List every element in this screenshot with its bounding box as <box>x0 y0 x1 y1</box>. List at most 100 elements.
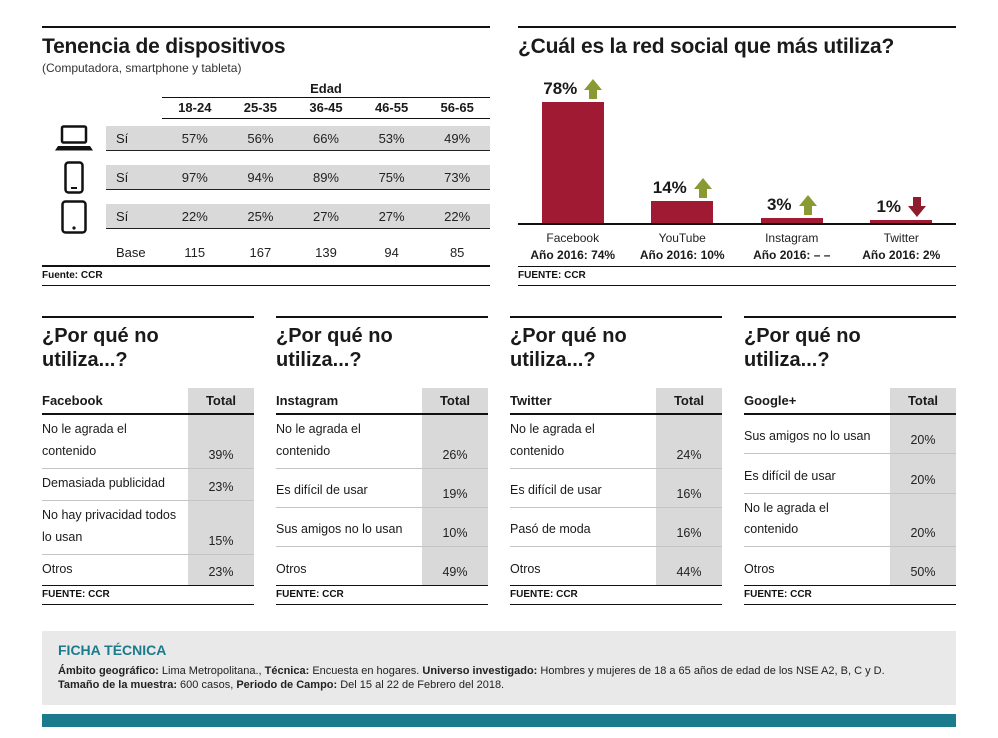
total-header: Total <box>890 388 956 414</box>
bar-caption: YouTube Año 2016: 10% <box>628 231 738 262</box>
trend-up-icon <box>584 79 603 100</box>
reason-label: No le agrada el contenido <box>42 422 127 459</box>
table-row: Otros 23% <box>42 553 254 586</box>
table-cell: 27% <box>378 208 405 224</box>
source-note: FUENTE: CCR <box>518 266 956 286</box>
ficha-label: Ámbito geográfico: <box>58 665 159 678</box>
smartphone-icon <box>42 161 106 194</box>
table-cell: 75% <box>378 169 405 185</box>
table-row: Pasó de moda 16% <box>510 507 722 547</box>
why-not-title: ¿Por qué no utiliza...? <box>42 325 254 372</box>
table-header: Facebook Total <box>42 388 254 416</box>
bar-percentage: 78% <box>543 79 578 99</box>
ficha-title: FICHA TÉCNICA <box>58 642 167 659</box>
ficha-text: Hombres y mujeres de 18 a 65 años de eda… <box>537 665 885 678</box>
bar-category-label: Twitter <box>883 231 919 245</box>
bar-caption: Facebook Año 2016: 74% <box>518 231 628 262</box>
bar <box>651 201 714 223</box>
bar-value-label: 3% <box>766 195 817 216</box>
why-not-twitter-section: ¿Por qué no utiliza...? Twitter Total No … <box>510 316 722 606</box>
age-col-header: 25-35 <box>243 100 278 115</box>
table-cell: 97% <box>181 169 208 185</box>
bar-percentage: 14% <box>652 178 687 198</box>
bar-group-youtube: 14% <box>628 178 738 223</box>
bar <box>760 218 823 223</box>
table-row: Es difícil de usar 16% <box>510 467 722 508</box>
reason-value: 20% <box>890 415 956 454</box>
table-row-tablet: Sí 22% 25% 27% 27% 22% <box>42 197 490 236</box>
source-note: FUENTE: CCR <box>276 585 488 606</box>
table-header: Twitter Total <box>510 388 722 416</box>
bar-category-label: Instagram <box>765 231 819 245</box>
ficha-tecnica-section: FICHA TÉCNICA Ámbito geográfico: Lima Me… <box>42 631 956 706</box>
reason-label: No le agrada el contenido <box>510 422 595 459</box>
table-cell: 22% <box>181 208 208 224</box>
source-note: FUENTE: CCR <box>744 585 956 606</box>
why-not-title: ¿Por qué no utiliza...? <box>744 325 956 372</box>
footer-accent-bar <box>42 714 956 728</box>
reason-label: Es difícil de usar <box>744 468 836 483</box>
base-label: Base <box>116 244 146 260</box>
table-row: Demasiada publicidad 23% <box>42 467 254 500</box>
bar-value-label: 78% <box>543 79 603 100</box>
table-cell: 53% <box>378 130 405 146</box>
reason-value: 50% <box>890 547 956 586</box>
reason-label: Es difícil de usar <box>276 483 368 498</box>
ficha-line-2: Tamaño de la muestra: 600 casos, Periodo… <box>58 679 940 691</box>
table-cell: 27% <box>312 208 339 224</box>
reason-label: No le agrada el contenido <box>276 422 361 459</box>
devices-title: Tenencia de dispositivos <box>42 35 286 58</box>
why-not-facebook-section: ¿Por qué no utiliza...? Facebook Total No… <box>42 316 254 606</box>
reason-label: Otros <box>276 561 307 576</box>
age-col-header: 36-45 <box>309 100 343 115</box>
table-cell: 49% <box>444 130 471 146</box>
bar-group-facebook: 78% <box>518 79 628 223</box>
reason-value: 49% <box>422 547 488 586</box>
bar <box>541 102 604 223</box>
total-header: Total <box>422 388 488 414</box>
table-cell: 22% <box>444 208 471 224</box>
why-not-row: ¿Por qué no utiliza...? Facebook Total No… <box>42 316 956 606</box>
title-line: ¿Por qué no <box>276 325 393 347</box>
reason-value: 23% <box>188 554 254 586</box>
bar-percentage: 3% <box>766 195 792 215</box>
age-col-header: 18-24 <box>178 100 212 115</box>
base-row: Base 115 167 139 94 85 <box>42 239 490 266</box>
reason-value: 10% <box>422 508 488 547</box>
row-label: Sí <box>116 208 129 224</box>
bar-category-label: YouTube <box>658 231 706 245</box>
table-cell: 25% <box>247 208 274 224</box>
table-row: Es difícil de usar 19% <box>276 467 488 508</box>
table-header: Google+ Total <box>744 388 956 416</box>
trend-up-icon <box>693 178 712 199</box>
why-not-title: ¿Por qué no utiliza...? <box>276 325 488 372</box>
reason-value: 26% <box>422 415 488 468</box>
title-line: utiliza...? <box>744 348 830 371</box>
age-axis-label: Edad <box>310 81 342 96</box>
table-body: No le agrada el contenido 26% Es difícil… <box>276 415 488 586</box>
table-row: Otros 49% <box>276 546 488 586</box>
previous-year-value: Año 2016: 2% <box>862 248 941 262</box>
title-line: utiliza...? <box>510 348 596 371</box>
table-row: Es difícil de usar 20% <box>744 453 956 493</box>
tablet-icon <box>42 199 106 234</box>
platform-name: Google+ <box>744 393 797 409</box>
reason-value: 20% <box>890 493 956 547</box>
table-body: No le agrada el contenido 39% Demasiada … <box>42 415 254 586</box>
bar-caption: Instagram Año 2016: – – <box>737 231 847 262</box>
platform-name: Twitter <box>510 393 552 409</box>
ficha-text: Del 15 al 22 de Febrero del 2018. <box>337 679 505 692</box>
reason-label: Sus amigos no lo usan <box>744 429 871 444</box>
table-row: Otros 44% <box>510 546 722 586</box>
platform-name: Facebook <box>42 393 103 409</box>
base-cell: 167 <box>249 244 272 260</box>
table-body: No le agrada el contenido 24% Es difícil… <box>510 415 722 586</box>
bar-category-label: Facebook <box>546 231 600 245</box>
previous-year-value: Año 2016: 74% <box>530 248 616 262</box>
reason-value: 16% <box>656 508 722 547</box>
row-band: Sí 57% 56% 66% 53% 49% <box>106 126 490 151</box>
table-cell: 57% <box>181 130 208 146</box>
top-row: Tenencia de dispositivos (Computadora, s… <box>42 26 956 286</box>
reason-value: 20% <box>890 454 956 493</box>
reason-label: Otros <box>42 561 73 576</box>
